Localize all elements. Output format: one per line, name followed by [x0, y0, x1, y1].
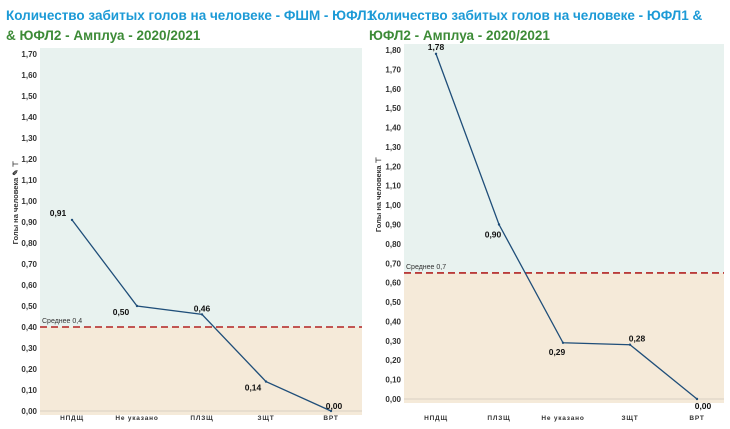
y-tick-label: 1,40 [21, 113, 37, 122]
y-tick-label: 1,00 [21, 197, 37, 206]
y-tick-label: 0,20 [21, 365, 37, 374]
data-label: 0,00 [695, 401, 712, 411]
x-tick-label: ВРТ [689, 415, 704, 422]
y-tick-label: 0,10 [385, 376, 401, 385]
data-point [264, 380, 268, 383]
x-tick-label: ПЛЗЩ [190, 415, 213, 422]
y-tick-label: 1,10 [21, 176, 37, 185]
data-label: 0,91 [50, 208, 67, 218]
y-tick-label: 1,40 [385, 124, 401, 133]
chart-title-left-part2: & ЮФЛ2 - Амплуа - 2020/2021 [6, 28, 201, 43]
x-tick-label: Не указано [115, 415, 158, 422]
y-tick-label: 1,30 [385, 143, 401, 152]
data-point [561, 341, 565, 344]
data-label: 0,00 [326, 401, 343, 411]
y-tick-label: 0,70 [385, 259, 401, 268]
y-tick-label: 0,60 [21, 281, 37, 290]
y-tick-label: 0,10 [21, 386, 37, 395]
x-tick-label: ПЛЗЩ [487, 415, 510, 422]
y-tick-label: 0,00 [21, 407, 37, 416]
y-tick-label: 0,30 [385, 337, 401, 346]
y-tick-label: 1,10 [385, 182, 401, 191]
y-tick-label: 1,60 [21, 71, 37, 80]
y-axis-label: Голы на человека ⊤ [374, 156, 383, 232]
y-tick-label: 0,80 [21, 239, 37, 248]
data-point [200, 313, 204, 316]
data-label: 0,29 [549, 347, 566, 357]
y-tick-label: 0,80 [385, 240, 401, 249]
x-tick-label: ВРТ [323, 415, 338, 422]
data-point [497, 223, 501, 226]
chart-title-right: Количество забитых голов на человеке - Ю… [369, 6, 724, 46]
y-tick-label: 1,70 [385, 65, 401, 74]
y-tick-label: 1,20 [21, 155, 37, 164]
data-label: 0,28 [629, 334, 646, 344]
data-label: 0,46 [194, 303, 211, 313]
y-tick-label: 0,90 [385, 221, 401, 230]
upper-band [40, 48, 362, 327]
x-tick-label: Не указано [541, 415, 584, 422]
y-tick-label: 1,30 [21, 134, 37, 143]
y-tick-label: 1,50 [21, 92, 37, 101]
x-tick-label: НПДЩ [424, 415, 448, 422]
y-tick-label: 0,50 [21, 302, 37, 311]
y-tick-label: 1,00 [385, 201, 401, 210]
average-label: Среднее 0,4 [42, 318, 82, 325]
y-tick-label: 0,00 [385, 395, 401, 404]
data-label: 0,14 [245, 383, 262, 393]
data-point [70, 218, 74, 222]
average-label: Среднее 0,7 [406, 264, 446, 271]
y-tick-label: 0,70 [21, 260, 37, 269]
chart-title-right-part2: ЮФЛ2 - Амплуа - 2020/2021 [369, 28, 550, 43]
data-point [434, 52, 438, 56]
data-label: 1,78 [428, 42, 445, 52]
x-tick-label: НПДЩ [60, 415, 84, 422]
chart-title-left-part1: Количество забитых голов на человеке - Ф… [6, 8, 375, 23]
data-point [628, 343, 632, 346]
data-point [329, 409, 333, 413]
x-tick-label: ЗЩТ [621, 415, 638, 422]
y-tick-label: 0,40 [385, 317, 401, 326]
data-label: 0,90 [485, 230, 502, 240]
y-tick-label: 1,20 [385, 162, 401, 171]
y-tick-label: 1,80 [385, 46, 401, 55]
y-tick-label: 0,40 [21, 323, 37, 332]
y-tick-label: 0,60 [385, 279, 401, 288]
data-point [695, 397, 699, 401]
y-axis-label: Голы на человека ✎ ⊤ [11, 160, 20, 244]
data-point [135, 304, 139, 308]
y-tick-label: 1,50 [385, 104, 401, 113]
y-tick-label: 0,30 [21, 344, 37, 353]
y-tick-label: 1,70 [21, 50, 37, 59]
upper-band [404, 44, 724, 273]
y-tick-label: 0,20 [385, 356, 401, 365]
y-tick-label: 1,60 [385, 85, 401, 94]
y-tick-label: 0,90 [21, 218, 37, 227]
x-tick-label: ЗЩТ [257, 415, 274, 422]
y-tick-label: 0,50 [385, 298, 401, 307]
data-label: 0,50 [113, 307, 130, 317]
lower-band [404, 272, 724, 403]
chart-title-right-part1: Количество забитых голов на человеке - Ю… [369, 8, 703, 23]
chart-title-left: Количество забитых голов на человеке - Ф… [6, 6, 374, 46]
